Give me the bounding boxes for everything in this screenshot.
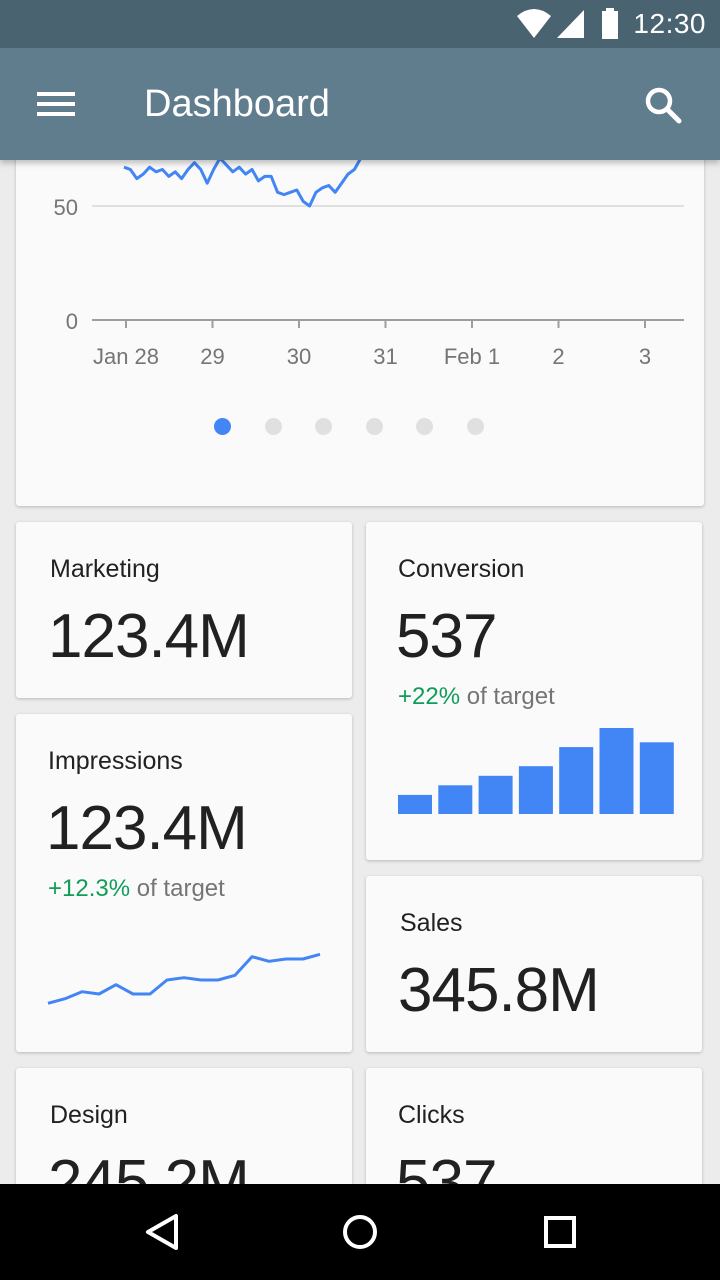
- menu-button[interactable]: [20, 68, 92, 140]
- pager-dot[interactable]: [416, 418, 433, 435]
- sales-value: 345.8M: [398, 956, 600, 1025]
- impressions-delta: +12.3%: [48, 875, 131, 902]
- back-icon: [146, 1214, 178, 1250]
- pager-dot[interactable]: [264, 418, 282, 435]
- clicks-value: 537: [396, 1148, 497, 1184]
- x-tick-label: Feb 1: [444, 344, 500, 369]
- battery-icon: [602, 8, 618, 39]
- wifi-icon: [517, 9, 551, 38]
- search-icon: [645, 87, 682, 124]
- home-icon: [343, 1215, 377, 1249]
- conversion-bar: [599, 728, 634, 814]
- x-tick-label: 30: [287, 344, 311, 369]
- x-tick-label: 2: [552, 344, 564, 369]
- sales-card[interactable]: Sales 345.8M: [366, 876, 702, 1052]
- navigation-bar: [0, 1184, 720, 1280]
- conversion-label: Conversion: [398, 555, 525, 583]
- home-button[interactable]: [324, 1196, 396, 1268]
- conversion-bar: [398, 794, 432, 814]
- y-tick-label: 0: [66, 309, 78, 334]
- pager-dot[interactable]: [214, 418, 231, 435]
- x-tick-label: 29: [200, 344, 224, 369]
- impressions-series-line: [47, 952, 321, 1005]
- design-card[interactable]: Design 245.2M: [16, 1068, 352, 1184]
- clicks-label: Clicks: [398, 1101, 465, 1129]
- y-tick-label: 50: [54, 195, 78, 220]
- conversion-target: +22% of target: [398, 682, 555, 712]
- conversion-value: 537: [396, 602, 497, 671]
- marketing-value: 123.4M: [48, 602, 250, 671]
- conversion-bar: [639, 742, 674, 814]
- chart-pager: [214, 418, 494, 438]
- conversion-delta: +22%: [398, 683, 461, 710]
- back-button[interactable]: [124, 1196, 196, 1268]
- pager-dot[interactable]: [315, 418, 332, 435]
- x-tick-label: 31: [373, 344, 397, 369]
- conversion-bar: [478, 775, 513, 814]
- overview-line-chart: 0 50 Jan 28 29 30 31 Feb 1 2 3: [54, 160, 684, 369]
- recents-button[interactable]: [524, 1196, 596, 1268]
- conversion-bar-chart: [398, 728, 674, 814]
- design-value: 245.2M: [48, 1148, 250, 1184]
- page-title: Dashboard: [144, 83, 330, 125]
- app-bar: Dashboard: [0, 48, 720, 160]
- x-tick-label: Jan 28: [93, 344, 159, 369]
- pager-dot[interactable]: [365, 418, 383, 435]
- impressions-target-text: of target: [136, 875, 225, 902]
- x-tick-label: 3: [639, 344, 651, 369]
- status-time: 12:30: [633, 8, 706, 39]
- impressions-target: +12.3% of target: [48, 874, 225, 904]
- conversion-bar: [438, 785, 473, 814]
- status-bar: 12:30: [0, 0, 720, 48]
- recents-icon: [544, 1216, 576, 1248]
- clicks-card[interactable]: Clicks 537: [366, 1068, 702, 1184]
- impressions-value: 123.4M: [46, 794, 248, 863]
- conversion-bar: [518, 766, 553, 814]
- impressions-label: Impressions: [48, 747, 183, 775]
- impressions-line-chart: [47, 952, 321, 1005]
- conversion-card[interactable]: Conversion 537 +22% of target: [366, 522, 702, 860]
- pager-dot[interactable]: [466, 418, 484, 435]
- search-button[interactable]: [626, 68, 698, 140]
- design-label: Design: [50, 1101, 128, 1129]
- impressions-card[interactable]: Impressions 123.4M +12.3% of target: [16, 714, 352, 1052]
- conversion-bar: [559, 747, 594, 814]
- marketing-label: Marketing: [50, 555, 160, 583]
- cell-signal-icon: [557, 10, 584, 38]
- sales-label: Sales: [400, 909, 463, 937]
- conversion-target-text: of target: [466, 683, 555, 710]
- overview-series-line: [123, 160, 362, 208]
- overview-chart-card[interactable]: 0 50 Jan 28 29 30 31 Feb 1 2 3: [16, 160, 704, 506]
- marketing-card[interactable]: Marketing 123.4M: [16, 522, 352, 698]
- menu-icon: [37, 92, 75, 116]
